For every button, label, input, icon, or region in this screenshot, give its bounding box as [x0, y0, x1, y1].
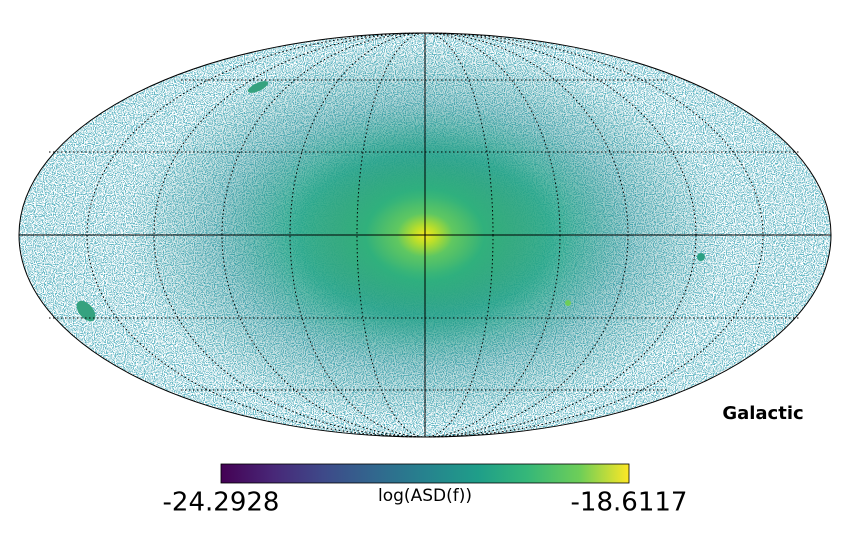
colorbar-label: log(ASD(f))	[378, 486, 472, 506]
coord-label: Galactic	[722, 403, 803, 424]
colorbar-max: -18.6117	[571, 488, 688, 518]
colorbar-min: -24.2928	[163, 488, 280, 518]
graticule	[18, 32, 832, 438]
colorbar	[220, 463, 630, 484]
